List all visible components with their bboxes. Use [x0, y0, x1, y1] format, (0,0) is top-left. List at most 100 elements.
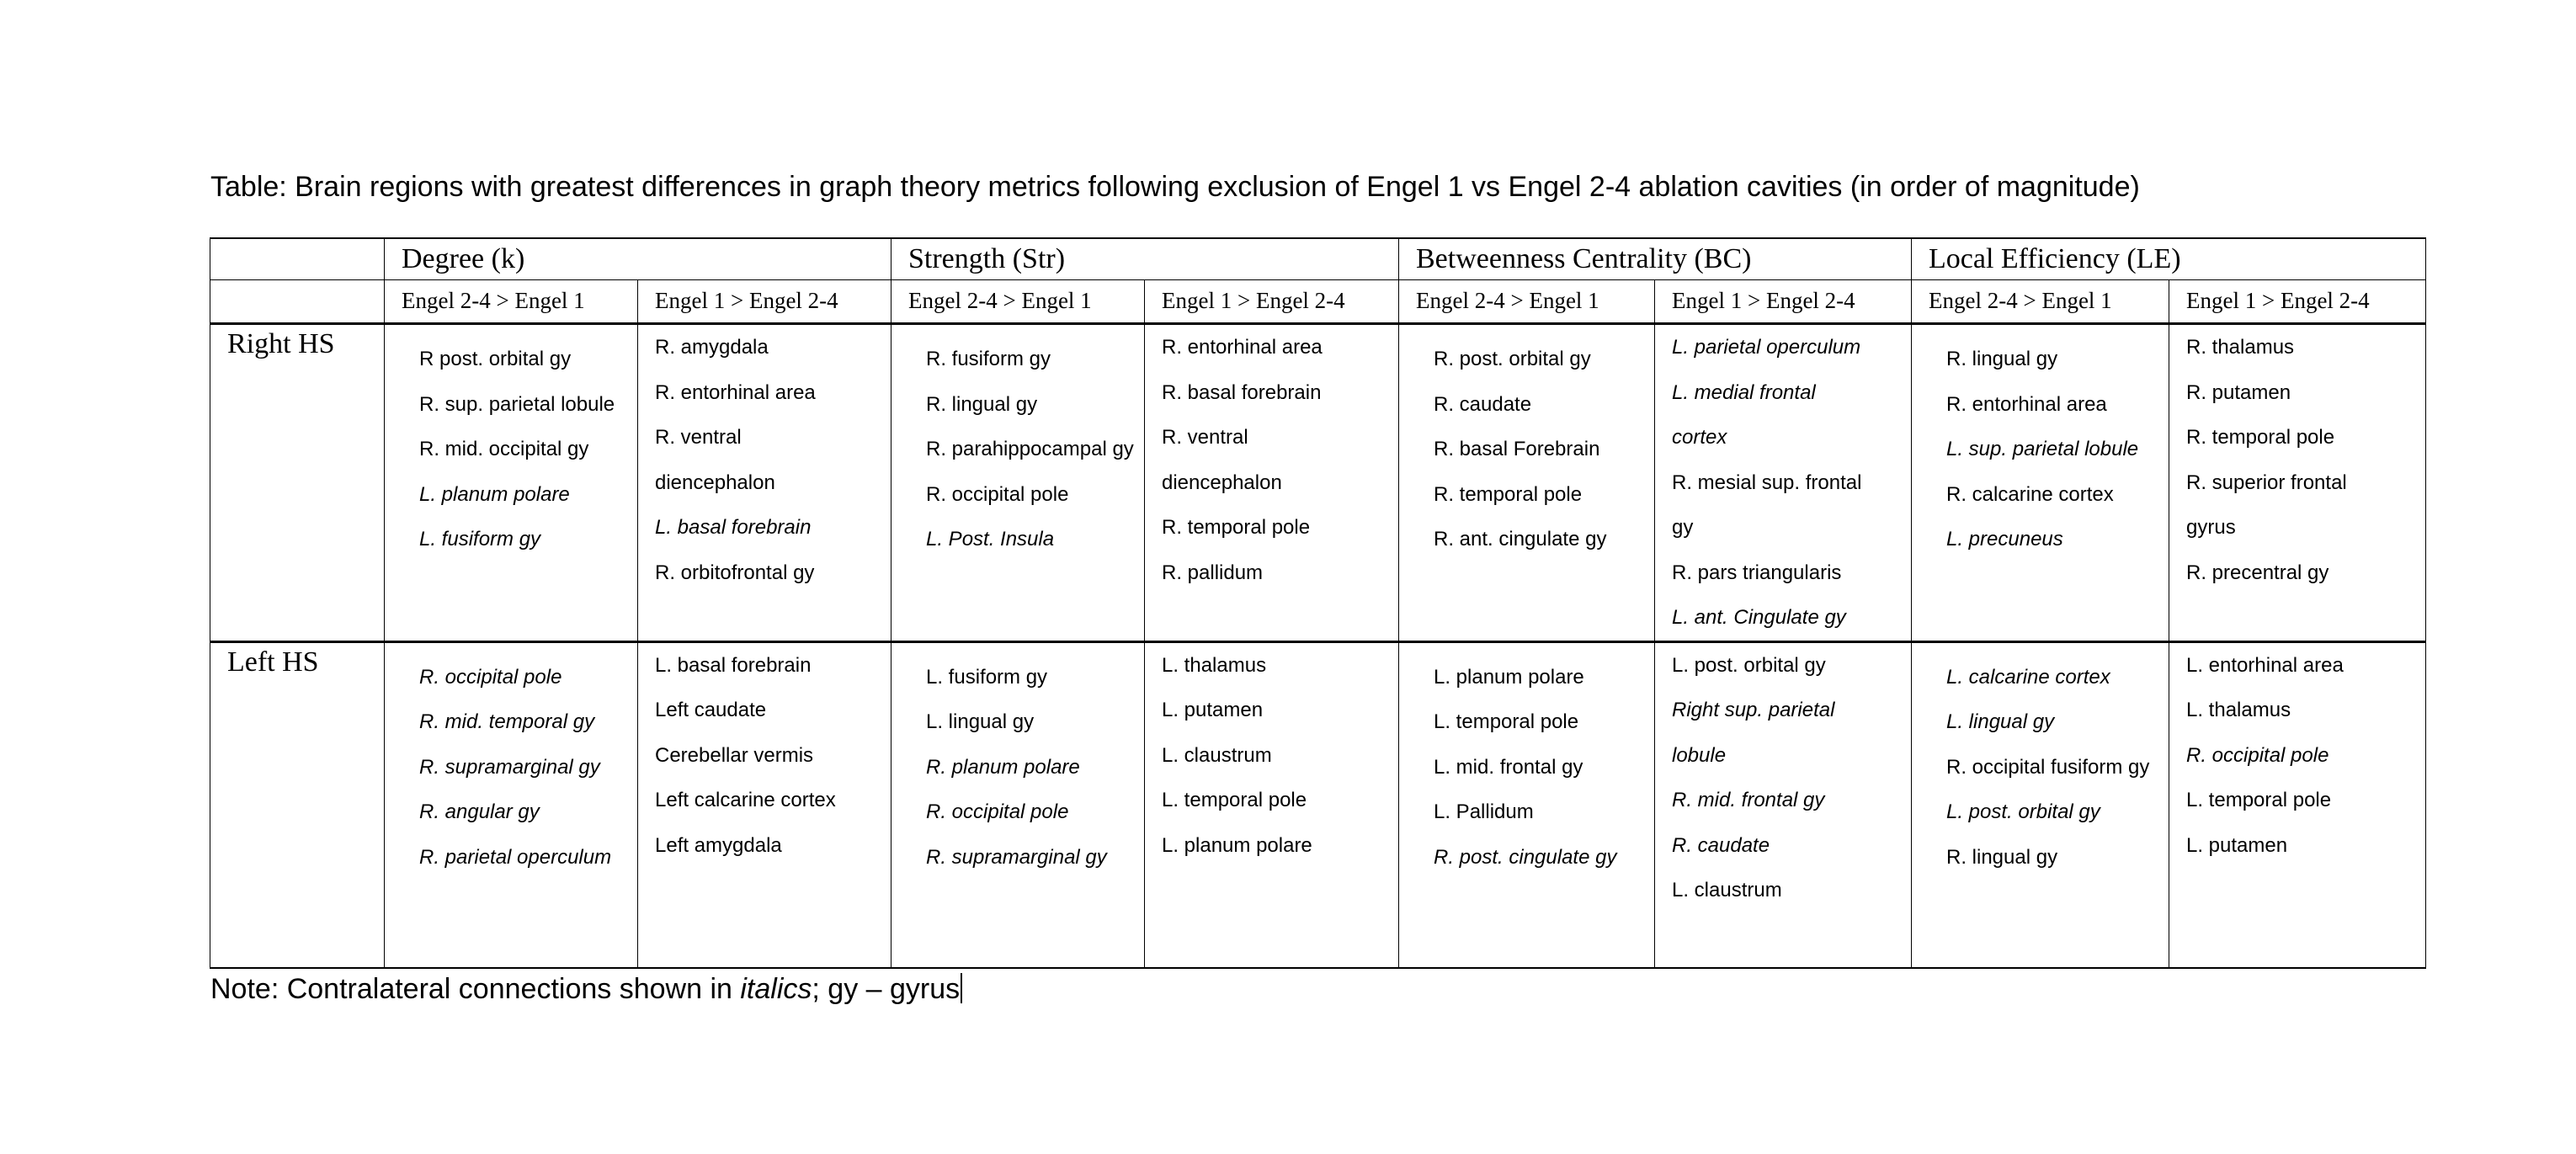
region-item: Right sup. parietal lobule [1672, 699, 1835, 767]
region-item: L. claustrum [1672, 879, 1782, 901]
region-item: Left caudate [655, 699, 767, 721]
region-item: L. post. orbital gy [1946, 800, 2100, 823]
region-item: R. planum polare [926, 755, 1080, 779]
region-item: R. mid. occipital gy [419, 438, 589, 460]
region-item: L. temporal pole [1434, 710, 1579, 733]
region-item: L. fusiform gy [419, 528, 541, 550]
region-item: R. post. orbital gy [1434, 348, 1591, 370]
region-item: L. precuneus [1946, 528, 2063, 550]
region-list-cell: L. post. orbital gy Right sup. parietal l… [1654, 641, 1912, 969]
comparison-header: Engel 1 > Engel 2-4 [2186, 288, 2370, 313]
region-item: R. ventral diencephalon [655, 426, 775, 494]
region-list-cell: R. amygdala R. entorhinal area R. ventral … [637, 323, 891, 643]
metric-header-row: Degree (k) Strength (Str) Betweenness Ce… [210, 237, 2426, 280]
region-item: Cerebellar vermis [655, 743, 814, 767]
region-item: R. caudate [1672, 833, 1770, 857]
row-label-cell: Left HS [210, 641, 385, 969]
region-item: R. temporal pole [1162, 516, 1311, 539]
table-title: Table: Brain regions with greatest diffe… [210, 171, 2140, 203]
comparison-header: Engel 1 > Engel 2-4 [1162, 288, 1345, 313]
region-item: L. thalamus [1162, 653, 1267, 677]
comparison-header-cell: Engel 1 > Engel 2-4 [2169, 279, 2426, 325]
comparison-header-cell: Engel 2-4 > Engel 1 [891, 279, 1145, 325]
region-item: R. occipital pole [926, 482, 1069, 506]
region-item: L. claustrum [1162, 743, 1272, 767]
comparison-header: Engel 2-4 > Engel 1 [1416, 288, 1599, 313]
region-item: R. lingual gy [926, 392, 1038, 416]
region-item: L. temporal pole [1162, 789, 1307, 811]
region-item: R. mid. frontal gy [1672, 789, 1825, 811]
region-item: R. post. cingulate gy [1434, 845, 1617, 869]
region-item: Left calcarine cortex [655, 789, 836, 811]
region-list-cell: L. thalamus L. putamen L. claustrum L. temp… [1144, 641, 1399, 969]
region-item: R. mid. temporal gy [419, 710, 595, 733]
region-list-cell: R. lingual gy R. entorhinal area L. sup. p… [1911, 323, 2169, 643]
region-item: L. thalamus [2186, 699, 2291, 721]
metric-header-strength: Strength (Str) [908, 243, 1066, 274]
table-row: Right HS R post. orbital gy R. sup. pariet… [210, 323, 2426, 643]
comparison-header: Engel 2-4 > Engel 1 [908, 288, 1092, 313]
region-list-cell: R post. orbital gy R. sup. parietal lobul… [384, 323, 638, 643]
region-item: R. parietal operculum [419, 845, 612, 869]
region-item: L. Post. Insula [926, 528, 1055, 550]
region-item: L. calcarine cortex [1946, 665, 2110, 689]
region-item: L. planum polare [419, 482, 570, 506]
row-label-cell: Right HS [210, 323, 385, 643]
region-list-cell: L. fusiform gy L. lingual gy R. planum pol… [891, 641, 1145, 969]
region-item: R. fusiform gy [926, 348, 1051, 370]
region-item: Left amygdala [655, 833, 782, 857]
region-item: R. putamen [2186, 380, 2291, 404]
region-list-cell: L. parietal operculum L. medial frontal c… [1654, 323, 1912, 643]
region-item: L. post. orbital gy [1672, 653, 1826, 677]
region-item: R. pallidum [1162, 561, 1264, 584]
region-item: L. entorhinal area [2186, 653, 2344, 677]
comparison-header-cell: Engel 1 > Engel 2-4 [637, 279, 891, 325]
region-item: L. basal forebrain [655, 516, 812, 539]
region-item: L. planum polare [1162, 833, 1312, 857]
metric-header-degree: Degree (k) [402, 243, 525, 274]
region-item: R. thalamus [2186, 336, 2295, 359]
corner-cell [210, 279, 385, 325]
region-item: L. sup. parietal lobule [1946, 438, 2139, 460]
region-item: R. calcarine cortex [1946, 482, 2114, 506]
comparison-header: Engel 2-4 > Engel 1 [1929, 288, 2112, 313]
region-list-cell: R. thalamus R. putamen R. temporal pole R. … [2169, 323, 2426, 643]
region-item: R. mesial sup. frontal gy [1672, 471, 1862, 540]
text-cursor [961, 973, 963, 1003]
comparison-header-cell: Engel 2-4 > Engel 1 [1398, 279, 1655, 325]
region-item: R. occipital fusiform gy [1946, 755, 2150, 779]
region-item: L. planum polare [1434, 665, 1584, 689]
comparison-header: Engel 1 > Engel 2-4 [1672, 288, 1855, 313]
region-item: R. occipital pole [419, 665, 562, 689]
note-italic-text: italics [740, 973, 812, 1005]
region-item: R. pars triangularis [1672, 561, 1842, 584]
row-label: Right HS [227, 328, 335, 359]
region-item: R. superior frontal gyrus [2186, 471, 2347, 540]
comparison-header-cell: Engel 2-4 > Engel 1 [1911, 279, 2169, 325]
comparison-header-cell: Engel 1 > Engel 2-4 [1144, 279, 1399, 325]
region-list-cell: R. fusiform gy R. lingual gy R. parahippoc… [891, 323, 1145, 643]
metric-header-local-efficiency: Local Efficiency (LE) [1929, 243, 2181, 274]
region-item: R. temporal pole [2186, 426, 2335, 449]
comparison-header: Engel 1 > Engel 2-4 [655, 288, 838, 313]
region-item: R. angular gy [419, 800, 540, 823]
region-item: R. entorhinal area [655, 380, 816, 404]
region-item: R. amygdala [655, 336, 769, 359]
corner-cell [210, 237, 385, 280]
region-item: R. occipital pole [926, 800, 1069, 823]
metric-header-betweenness: Betweenness Centrality (BC) [1416, 243, 1752, 274]
row-label: Left HS [227, 646, 319, 678]
region-item: R. sup. parietal lobule [419, 392, 615, 416]
region-item: R. supramarginal gy [419, 755, 600, 779]
note-text: Note: Contralateral connections shown in [210, 973, 741, 1005]
region-list-cell: L. basal forebrain Left caudate Cerebellar… [637, 641, 891, 969]
region-item: R. precentral gy [2186, 561, 2329, 584]
comparison-header-row: Engel 2-4 > Engel 1 Engel 1 > Engel 2-4 En… [210, 279, 2426, 325]
region-item: R. basal forebrain [1162, 380, 1322, 404]
results-table: Degree (k) Strength (Str) Betweenness Ce… [210, 237, 2426, 969]
region-list-cell: R. post. orbital gy R. caudate R. basal Fo… [1398, 323, 1655, 643]
comparison-header: Engel 2-4 > Engel 1 [402, 288, 585, 313]
region-item: R. occipital pole [2186, 743, 2329, 767]
table-note: Note: Contralateral connections shown in… [210, 973, 963, 1006]
region-item: R. entorhinal area [1162, 336, 1323, 359]
